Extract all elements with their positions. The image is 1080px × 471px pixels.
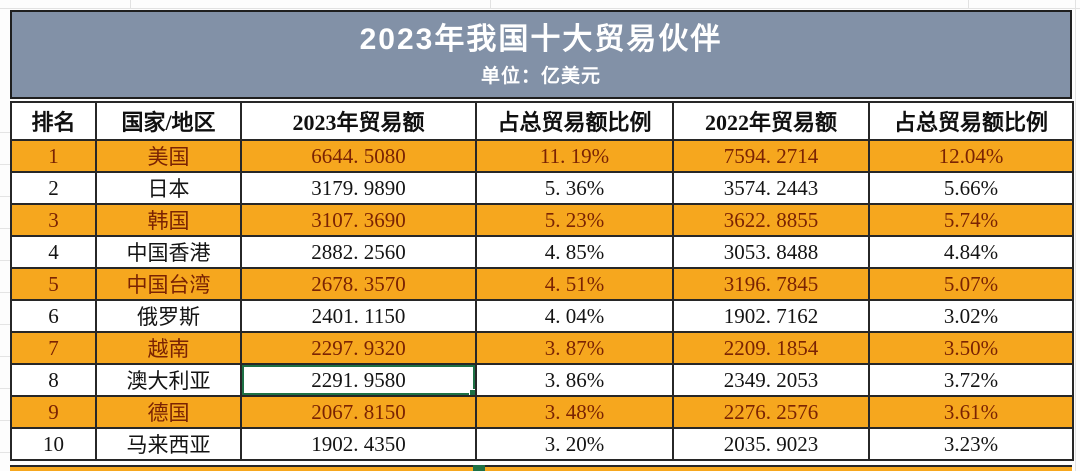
share-2022-cell[interactable]: 3.61%	[868, 395, 1074, 429]
table-row: 6 俄罗斯 2401. 1150 4. 04% 1902. 7162 3.02%	[10, 299, 1074, 333]
trade-2023-cell[interactable]: 6644. 5080	[240, 139, 477, 173]
country-cell[interactable]: 韩国	[95, 203, 242, 237]
share-2022-cell[interactable]: 4.84%	[868, 235, 1074, 269]
table-row: 3 韩国 3107. 3690 5. 23% 3622. 8855 5.74%	[10, 203, 1074, 237]
selected-cell[interactable]: 2291. 9580	[240, 363, 477, 397]
country-cell[interactable]: 马来西亚	[95, 427, 242, 461]
share-2022-cell[interactable]: 5.07%	[868, 267, 1074, 301]
table-row: 2 日本 3179. 9890 5. 36% 3574. 2443 5.66%	[10, 171, 1074, 205]
col-header-trade-2023[interactable]: 2023年贸易额	[240, 101, 477, 141]
share-2023-cell[interactable]: 3. 48%	[475, 395, 674, 429]
selection-fill-handle-bottom	[473, 465, 485, 471]
country-cell[interactable]: 德国	[95, 395, 242, 429]
trade-table: 排名 国家/地区 2023年贸易额 占总贸易额比例 2022年贸易额 占总贸易额…	[10, 101, 1074, 461]
rank-cell[interactable]: 4	[10, 235, 97, 269]
table-row: 5 中国台湾 2678. 3570 4. 51% 3196. 7845 5.07…	[10, 267, 1074, 301]
gridline-top-tick-3	[968, 0, 969, 9]
gridline-left-strip	[0, 101, 10, 467]
trade-2023-cell[interactable]: 3179. 9890	[240, 171, 477, 205]
trade-2023-cell[interactable]: 2678. 3570	[240, 267, 477, 301]
country-cell[interactable]: 日本	[95, 171, 242, 205]
gridline-top-tick-2	[490, 0, 491, 9]
trade-2022-cell[interactable]: 2035. 9023	[672, 427, 870, 461]
trade-2023-cell[interactable]: 2297. 9320	[240, 331, 477, 365]
title-cell[interactable]: 2023年我国十大贸易伙伴 单位：亿美元	[10, 10, 1072, 99]
trade-2022-cell[interactable]: 7594. 2714	[672, 139, 870, 173]
trade-2023-cell[interactable]: 1902. 4350	[240, 427, 477, 461]
rank-cell[interactable]: 3	[10, 203, 97, 237]
header-row: 排名 国家/地区 2023年贸易额 占总贸易额比例 2022年贸易额 占总贸易额…	[10, 101, 1074, 141]
partial-row-bottom	[10, 465, 1072, 471]
share-2022-cell[interactable]: 3.50%	[868, 331, 1074, 365]
rank-cell[interactable]: 5	[10, 267, 97, 301]
country-cell[interactable]: 中国台湾	[95, 267, 242, 301]
share-2022-cell[interactable]: 12.04%	[868, 139, 1074, 173]
share-2022-cell[interactable]: 3.23%	[868, 427, 1074, 461]
trade-2022-cell[interactable]: 2349. 2053	[672, 363, 870, 397]
col-header-rank[interactable]: 排名	[10, 101, 97, 141]
table-row: 7 越南 2297. 9320 3. 87% 2209. 1854 3.50%	[10, 331, 1074, 365]
trade-2022-cell[interactable]: 3053. 8488	[672, 235, 870, 269]
selection-fill-handle[interactable]	[469, 389, 474, 394]
rank-cell[interactable]: 7	[10, 331, 97, 365]
country-cell[interactable]: 中国香港	[95, 235, 242, 269]
trade-2022-cell[interactable]: 2276. 2576	[672, 395, 870, 429]
trade-2023-cell[interactable]: 2067. 8150	[240, 395, 477, 429]
share-2022-cell[interactable]: 5.74%	[868, 203, 1074, 237]
rank-cell[interactable]: 6	[10, 299, 97, 333]
rank-cell[interactable]: 8	[10, 363, 97, 397]
share-2023-cell[interactable]: 4. 51%	[475, 267, 674, 301]
share-2023-cell[interactable]: 4. 04%	[475, 299, 674, 333]
country-cell[interactable]: 美国	[95, 139, 242, 173]
trade-2022-cell[interactable]: 2209. 1854	[672, 331, 870, 365]
share-2022-cell[interactable]: 5.66%	[868, 171, 1074, 205]
country-cell[interactable]: 俄罗斯	[95, 299, 242, 333]
share-2023-cell[interactable]: 5. 36%	[475, 171, 674, 205]
trade-2023-cell[interactable]: 2401. 1150	[240, 299, 477, 333]
page-title: 2023年我国十大贸易伙伴	[359, 23, 723, 57]
gridline-right	[1075, 0, 1076, 471]
table-row: 9 德国 2067. 8150 3. 48% 2276. 2576 3.61%	[10, 395, 1074, 429]
share-2023-cell[interactable]: 3. 87%	[475, 331, 674, 365]
trade-2022-cell[interactable]: 1902. 7162	[672, 299, 870, 333]
table-row: 8 澳大利亚 2291. 9580 3. 86% 2349. 2053 3.72…	[10, 363, 1074, 397]
trade-2023-cell[interactable]: 2882. 2560	[240, 235, 477, 269]
trade-2022-cell[interactable]: 3622. 8855	[672, 203, 870, 237]
country-cell[interactable]: 越南	[95, 331, 242, 365]
share-2022-cell[interactable]: 3.02%	[868, 299, 1074, 333]
table-row: 4 中国香港 2882. 2560 4. 85% 3053. 8488 4.84…	[10, 235, 1074, 269]
gridline-top	[0, 8, 1080, 9]
share-2023-cell[interactable]: 11. 19%	[475, 139, 674, 173]
rank-cell[interactable]: 2	[10, 171, 97, 205]
table-row: 1 美国 6644. 5080 11. 19% 7594. 2714 12.04…	[10, 139, 1074, 173]
share-2023-cell[interactable]: 4. 85%	[475, 235, 674, 269]
trade-2022-cell[interactable]: 3196. 7845	[672, 267, 870, 301]
rank-cell[interactable]: 9	[10, 395, 97, 429]
country-cell[interactable]: 澳大利亚	[95, 363, 242, 397]
table-row: 10 马来西亚 1902. 4350 3. 20% 2035. 9023 3.2…	[10, 427, 1074, 461]
share-2023-cell[interactable]: 5. 23%	[475, 203, 674, 237]
col-header-share-2023[interactable]: 占总贸易额比例	[475, 101, 674, 141]
unit-label: 单位：亿美元	[480, 65, 601, 87]
share-2023-cell[interactable]: 3. 86%	[475, 363, 674, 397]
gridline-top-tick-1	[130, 0, 131, 9]
col-header-share-2022[interactable]: 占总贸易额比例	[868, 101, 1074, 141]
share-2022-cell[interactable]: 3.72%	[868, 363, 1074, 397]
col-header-trade-2022[interactable]: 2022年贸易额	[672, 101, 870, 141]
trade-2023-cell[interactable]: 3107. 3690	[240, 203, 477, 237]
trade-2022-cell[interactable]: 3574. 2443	[672, 171, 870, 205]
rank-cell[interactable]: 1	[10, 139, 97, 173]
col-header-country[interactable]: 国家/地区	[95, 101, 242, 141]
share-2023-cell[interactable]: 3. 20%	[475, 427, 674, 461]
rank-cell[interactable]: 10	[10, 427, 97, 461]
